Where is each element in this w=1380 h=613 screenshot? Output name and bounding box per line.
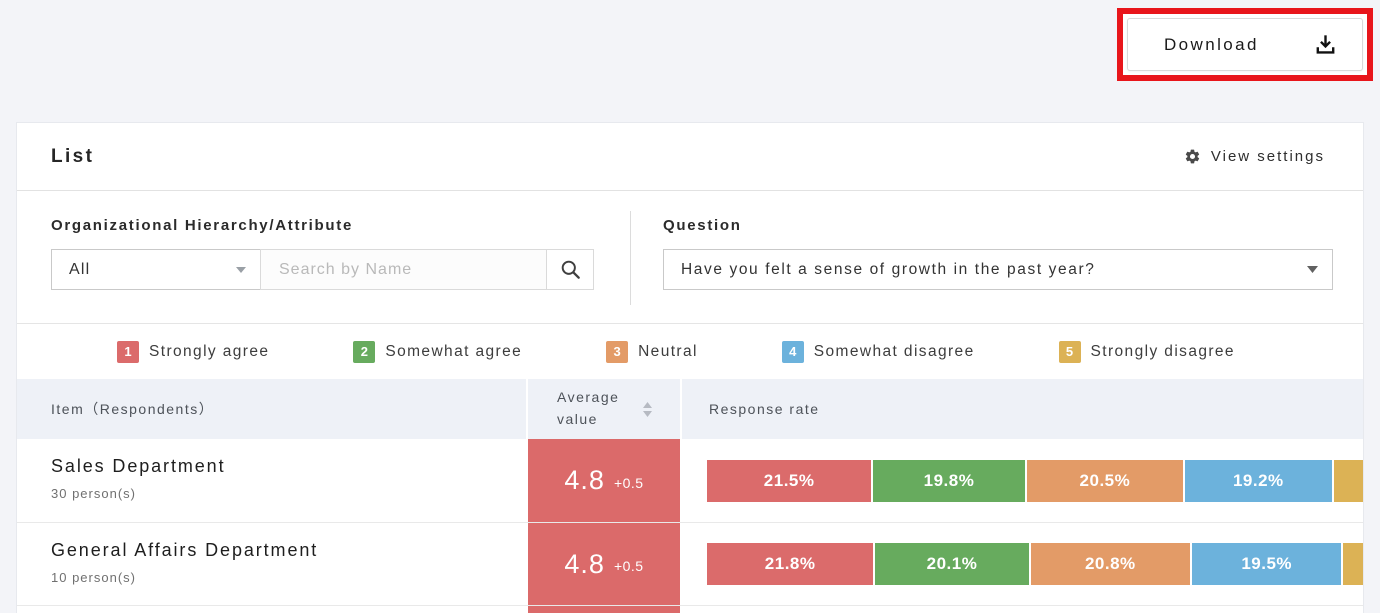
answer-legend: 1 Strongly agree 2 Somewhat agree 3 Neutral 4 S… [17, 324, 1363, 379]
legend-color-swatch: 2 [353, 340, 376, 363]
response-rate-bar: 21.8% 20.1% 20.8% 19.5% [707, 543, 1363, 585]
column-header-response: Response rate [709, 401, 820, 417]
average-value-cell: 4.8 +0.5 [526, 523, 682, 605]
response-rate-bar: 21.5% 19.8% 20.5% 19.2% [707, 459, 1363, 502]
sort-control[interactable] [643, 401, 652, 417]
chevron-down-icon [236, 266, 246, 273]
average-delta: +0.5 [613, 474, 644, 491]
item-cell: Sales Department 30 person(s) [17, 439, 526, 522]
average-delta: +0.5 [613, 558, 644, 574]
legend-item-2: 2 Somewhat agree [353, 340, 523, 363]
legend-item-label: Strongly agree [149, 342, 270, 360]
item-respondents: 30 person(s) [51, 486, 136, 501]
gear-icon [1184, 148, 1201, 165]
org-filter-label: Organizational Hierarchy/Attribute [51, 217, 354, 234]
page-title: List [51, 145, 95, 167]
view-settings-button[interactable]: View settings [1184, 148, 1325, 165]
table-row[interactable]: General Affairs Department 10 person(s) 4.… [17, 522, 1363, 605]
average-value-cell [526, 606, 682, 613]
bar-segment: 19.5% [1191, 543, 1342, 585]
question-filter-group: Question Have you felt a sense of growth… [630, 191, 1363, 323]
item-respondents: 10 person(s) [51, 570, 136, 585]
bar-segment: 19.8% [873, 459, 1025, 502]
bar-segment: 20.1% [875, 543, 1029, 585]
table-header: Item（Respondents） Average value Response… [17, 379, 1363, 439]
org-select[interactable]: All [51, 249, 261, 290]
download-button[interactable]: Download [1127, 18, 1363, 71]
question-filter-label: Question [663, 217, 742, 234]
legend-item-label: Strongly disagree [1090, 342, 1235, 360]
bar-segment: 20.8% [1030, 543, 1190, 585]
response-rate-cell: 21.8% 20.1% 20.8% 19.5% [682, 523, 1363, 605]
bar-segment-clipped [1343, 543, 1363, 585]
legend-color-swatch: 5 [1058, 340, 1081, 363]
average-value: 4.8 [564, 548, 605, 579]
item-name: General Affairs Department [51, 540, 319, 560]
view-settings-label: View settings [1210, 148, 1325, 165]
legend-item-label: Neutral [638, 342, 698, 360]
column-header-average: Average value [526, 379, 682, 439]
download-icon [1313, 32, 1338, 57]
question-select-value: Have you felt a sense of growth in the p… [681, 260, 1096, 278]
column-header-average-label: Average value [557, 389, 620, 427]
legend-color-swatch: 3 [606, 340, 629, 363]
search-input[interactable] [260, 249, 547, 290]
legend-color-swatch: 4 [781, 340, 804, 363]
question-select[interactable]: Have you felt a sense of growth in the p… [663, 249, 1333, 290]
bar-segment: 21.8% [707, 543, 874, 585]
response-rate-cell [682, 606, 1363, 613]
sort-desc-icon [643, 410, 652, 417]
legend-item-label: Somewhat agree [385, 342, 523, 360]
legend-item-label: Somewhat disagree [813, 342, 975, 360]
dropdown-triangle-icon [1307, 266, 1318, 273]
table-row[interactable] [17, 605, 1363, 613]
average-value-cell: 4.8 +0.5 [526, 439, 682, 522]
legend-item-5: 5 Strongly disagree [1058, 340, 1235, 363]
search-icon [560, 259, 581, 280]
response-rate-cell: 21.5% 19.8% 20.5% 19.2% [682, 439, 1363, 522]
item-cell: General Affairs Department 10 person(s) [17, 523, 526, 605]
average-value: 4.8 [564, 465, 605, 495]
item-cell [17, 606, 526, 613]
legend-color-swatch: 1 [117, 340, 139, 363]
bar-segment: 19.2% [1185, 459, 1332, 502]
bar-segment: 21.5% [707, 459, 872, 502]
list-panel: List View settings Organizational Hierar… [16, 122, 1364, 613]
search-button[interactable] [546, 249, 594, 290]
table-row[interactable]: Sales Department 30 person(s) 4.8 +0.5 21.5%… [17, 439, 1363, 522]
bar-segment-clipped [1333, 459, 1363, 502]
item-name: Sales Department [51, 456, 226, 476]
legend-item-1: 1 Strongly agree [117, 340, 270, 363]
highlight-annotation: Download [1117, 8, 1373, 81]
legend-item-3: 3 Neutral [606, 340, 698, 363]
column-header-item: Item（Respondents） [51, 401, 215, 417]
table-body: Sales Department 30 person(s) 4.8 +0.5 21.5%… [17, 439, 1363, 613]
panel-header: List View settings [17, 123, 1363, 191]
org-select-value: All [69, 260, 91, 278]
filters-section: Organizational Hierarchy/Attribute All [17, 191, 1363, 324]
org-filter-group: Organizational Hierarchy/Attribute All [17, 191, 630, 323]
legend-item-4: 4 Somewhat disagree [781, 340, 975, 363]
download-button-label: Download [1164, 34, 1259, 54]
sort-asc-icon [643, 401, 652, 408]
bar-segment: 20.5% [1026, 459, 1184, 502]
filter-divider [630, 211, 631, 305]
